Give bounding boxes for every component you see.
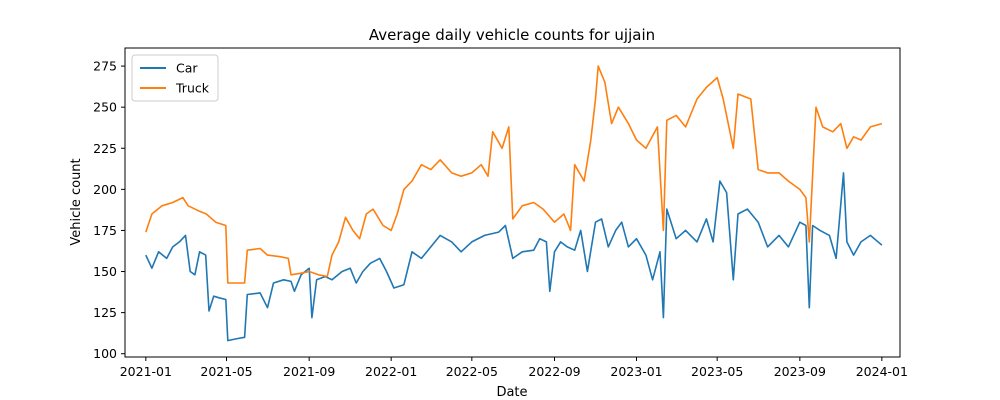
plot-lines <box>145 65 883 342</box>
y-tick-label: 275 <box>93 59 117 74</box>
x-tick-label: 2021-09 <box>283 364 335 379</box>
series-line-car <box>145 172 883 342</box>
series-line-truck <box>145 65 883 284</box>
x-axis-label: Date <box>496 385 527 400</box>
x-tick-label: 2021-01 <box>120 364 172 379</box>
x-tick-label: 2022-01 <box>365 364 417 379</box>
legend-label-truck: Truck <box>175 81 210 96</box>
plot-frame <box>124 47 901 358</box>
y-tick-label: 250 <box>93 100 117 115</box>
y-tick-label: 125 <box>93 305 117 320</box>
x-tick-label: 2023-09 <box>774 364 826 379</box>
x-tick-label: 2021-05 <box>200 364 252 379</box>
x-tick-label: 2022-05 <box>446 364 498 379</box>
y-tick-label: 150 <box>93 264 117 279</box>
x-tick-label: 2023-05 <box>691 364 743 379</box>
legend-label-car: Car <box>176 61 198 76</box>
y-axis: 100 125 150 175 200 225 250 275 <box>93 59 125 361</box>
y-tick-label: 175 <box>93 223 117 238</box>
x-tick-label: 2024-01 <box>856 364 908 379</box>
chart-title: Average daily vehicle counts for ujjain <box>369 26 655 44</box>
x-tick-label: 2023-01 <box>610 364 662 379</box>
x-axis: 2021-01 2021-05 2021-09 2022-01 2022-05 2022-… <box>120 357 908 379</box>
x-tick-label: 2022-09 <box>528 364 580 379</box>
y-axis-label: Vehicle count <box>69 158 84 245</box>
legend-box <box>131 54 219 102</box>
legend: Car Truck <box>131 54 219 102</box>
y-tick-label: 200 <box>93 182 117 197</box>
y-tick-label: 100 <box>93 346 117 361</box>
y-tick-label: 225 <box>93 141 117 156</box>
